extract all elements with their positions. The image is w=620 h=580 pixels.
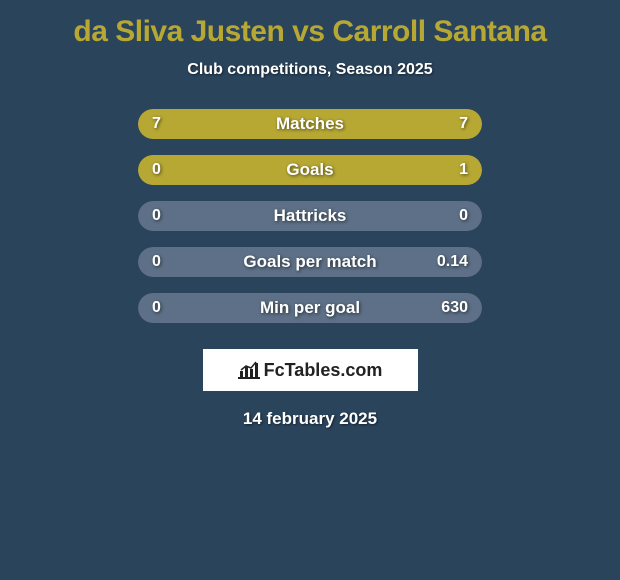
stat-value-right: 1 <box>459 161 468 179</box>
stat-value-right: 7 <box>459 115 468 133</box>
stat-row: 0Min per goal630 <box>138 293 482 323</box>
stat-value-right: 630 <box>441 299 468 317</box>
stat-label: Min per goal <box>138 298 482 318</box>
stat-bar: 0Goals1 <box>138 155 482 185</box>
logo: FcTables.com <box>238 360 383 381</box>
stat-label: Hattricks <box>138 206 482 226</box>
logo-box: FcTables.com <box>203 349 418 391</box>
stat-value-right: 0.14 <box>437 253 468 271</box>
stat-label: Goals per match <box>138 252 482 272</box>
stat-row: 7Matches7 <box>138 109 482 139</box>
stat-bar: 7Matches7 <box>138 109 482 139</box>
chart-icon <box>238 361 260 379</box>
comparison-rows: 7Matches70Goals10Hattricks00Goals per ma… <box>138 109 482 339</box>
stat-label: Matches <box>138 114 482 134</box>
stat-row: 0Goals per match0.14 <box>138 247 482 277</box>
stat-bar: 0Goals per match0.14 <box>138 247 482 277</box>
page-title: da Sliva Justen vs Carroll Santana <box>73 15 546 49</box>
date-label: 14 february 2025 <box>243 409 377 429</box>
stat-bar: 0Hattricks0 <box>138 201 482 231</box>
stat-label: Goals <box>138 160 482 180</box>
logo-text: FcTables.com <box>264 360 383 381</box>
stat-bar: 0Min per goal630 <box>138 293 482 323</box>
stat-row: 0Goals1 <box>138 155 482 185</box>
subtitle: Club competitions, Season 2025 <box>187 61 432 79</box>
stat-row: 0Hattricks0 <box>138 201 482 231</box>
stat-value-right: 0 <box>459 207 468 225</box>
